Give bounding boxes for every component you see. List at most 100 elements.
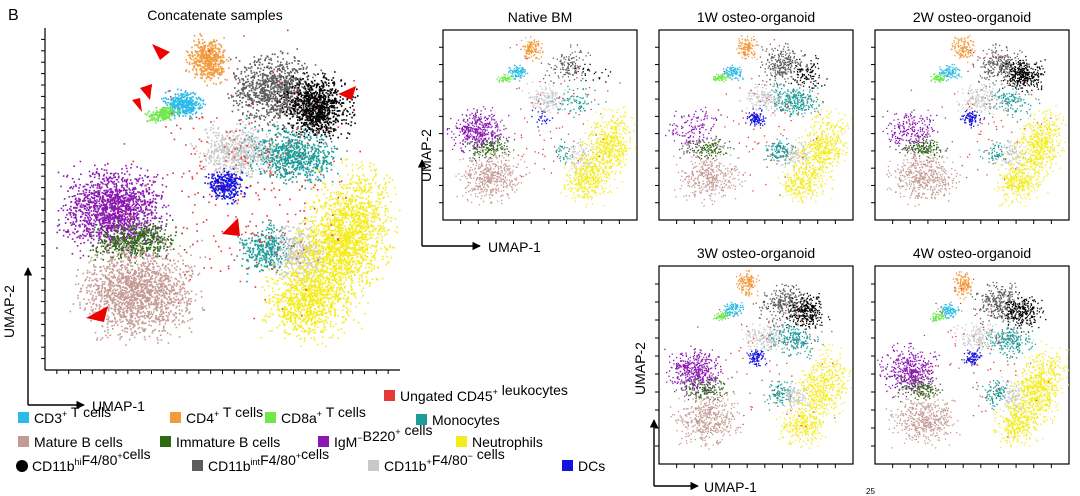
cluster-points-cd11hi <box>276 71 359 144</box>
cluster-points-cd4 <box>736 270 760 297</box>
cluster-points-cd4 <box>185 33 230 87</box>
cluster-points-dcs <box>961 347 983 366</box>
legend-label: CD11bhiF4/80+cells <box>32 446 151 474</box>
legend-label: Mature B cells <box>34 434 123 450</box>
cluster-cd11int <box>755 283 814 326</box>
panel-scatter-w3 <box>664 270 853 450</box>
native-y-axis-label: UMAP-2 <box>418 129 434 182</box>
legend-swatch <box>18 412 29 423</box>
legend-item-cd4: CD4+ T cells <box>170 404 263 426</box>
cluster-cd8 <box>930 73 946 83</box>
cluster-cd11int <box>227 48 325 133</box>
red-arrow-marker <box>338 86 356 100</box>
w3-x-axis-label: UMAP-1 <box>704 479 757 495</box>
cluster-dcs <box>745 107 767 127</box>
cluster-mono <box>981 84 1041 121</box>
panel-native: Native BM <box>439 9 638 224</box>
cluster-neut <box>1006 105 1067 194</box>
cluster-cd3 <box>722 64 744 82</box>
cluster-neut <box>993 400 1042 448</box>
legend-swatch <box>384 390 395 401</box>
cluster-mono <box>763 82 824 118</box>
cluster-matb <box>885 389 961 449</box>
legend-label: Monocytes <box>432 412 500 428</box>
cluster-points-mono <box>237 117 348 190</box>
cluster-dcs <box>202 167 249 205</box>
cluster-points-cd11neg <box>738 83 788 117</box>
legend-label: CD3+ T cells <box>34 404 111 426</box>
main-panel-red-arrows <box>86 44 356 322</box>
cluster-immb <box>681 376 735 402</box>
cluster-mono <box>763 380 795 411</box>
panel-scatter-w1 <box>665 35 853 207</box>
cluster-cd11neg <box>566 138 597 177</box>
cluster-igm <box>664 345 722 401</box>
cluster-mono <box>237 117 348 190</box>
cluster-matb <box>886 147 961 207</box>
cluster-points-dcs <box>531 109 554 128</box>
cluster-points-igm <box>877 342 940 399</box>
panel-title-w4: 4W osteo-organoid <box>913 245 1031 261</box>
cluster-dcs <box>746 349 768 367</box>
cluster-cd11neg <box>956 83 1005 115</box>
panel-title-w3: 3W osteo-organoid <box>697 245 815 261</box>
small-panels: Native BM 1W osteo-organoid 2W osteo-organ… <box>439 9 1070 468</box>
legend-item-matb: Mature B cells <box>18 434 123 450</box>
cluster-neut <box>789 344 853 440</box>
cluster-mono <box>763 317 824 360</box>
cluster-points-cd11neg <box>780 137 814 174</box>
cluster-cd11int <box>969 43 1024 86</box>
cluster-points-cd3 <box>937 301 963 319</box>
cluster-points-immb <box>679 137 735 160</box>
legend-swatch <box>192 460 203 471</box>
legend-label: CD11bintF4/80+cells <box>208 446 329 474</box>
cluster-cd3 <box>720 301 744 318</box>
main-y-axis-label: UMAP-2 <box>1 285 17 338</box>
legend-label: DCs <box>578 458 605 474</box>
cluster-cd4 <box>185 33 230 87</box>
cluster-points-matb <box>670 389 742 450</box>
cluster-cd11neg <box>270 219 332 288</box>
main-x-axis-label: UMAP-1 <box>92 398 145 414</box>
cluster-points-mono <box>763 82 824 118</box>
cluster-cd11int <box>970 281 1030 326</box>
cluster-cd4 <box>950 35 976 63</box>
cluster-mono <box>236 219 296 283</box>
cluster-points-neut <box>560 157 611 208</box>
cluster-igm <box>446 106 510 159</box>
cluster-points-igm <box>664 345 722 401</box>
cluster-points-igm <box>882 109 939 156</box>
cell-type-legend: CD3+ T cells CD4+ T cells CD8a+ T cells Ung… <box>16 382 605 474</box>
red-arrow-marker <box>222 218 240 236</box>
cluster-dcs <box>961 347 983 366</box>
legend-swatch <box>416 414 427 425</box>
cluster-cd11neg <box>780 137 814 174</box>
cluster-mono <box>763 135 797 164</box>
legend-swatch <box>456 436 467 447</box>
legend-item-cd11int: CD11bintF4/80+cells <box>192 446 329 474</box>
cluster-points-immb <box>897 375 944 403</box>
cluster-points-cd8 <box>930 73 946 83</box>
cluster-points-igm <box>56 160 171 260</box>
cluster-points-igm <box>446 106 510 159</box>
cluster-mono <box>981 321 1036 359</box>
cluster-points-cd4 <box>520 36 544 62</box>
cluster-points-matb <box>69 238 207 346</box>
cluster-cd8 <box>713 73 732 83</box>
cluster-neut <box>1000 340 1069 440</box>
legend-item-cd8: CD8a+ T cells <box>265 404 366 426</box>
legend-swatch <box>170 412 181 423</box>
cluster-cd11hi <box>276 71 359 144</box>
cluster-points-matb <box>886 147 961 207</box>
cluster-points-cd11hi <box>785 291 831 330</box>
cluster-neut <box>792 97 853 201</box>
cluster-points-neut <box>1006 105 1067 194</box>
red-arrow-marker <box>132 98 142 112</box>
main-axis-arrows: UMAP-1 UMAP-2 <box>1 267 145 414</box>
cluster-cd11neg <box>1000 376 1031 416</box>
cluster-points-cd11hi <box>1000 55 1046 93</box>
cluster-cd11hi <box>1001 291 1047 333</box>
cluster-points-cd11neg <box>953 322 1003 355</box>
cluster-points-immb <box>87 217 186 264</box>
w3-y-axis-label: UMAP-2 <box>632 342 648 395</box>
